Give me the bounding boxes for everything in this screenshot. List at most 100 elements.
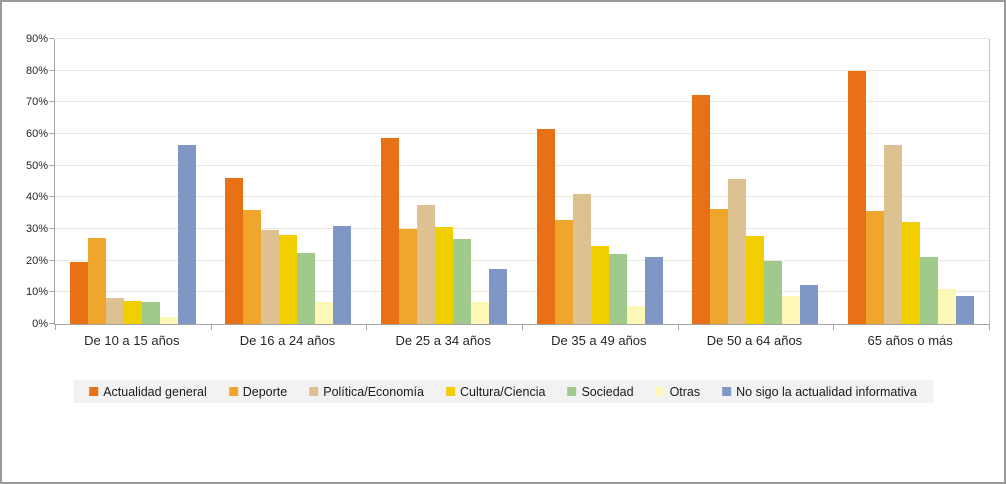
- gridline: [55, 69, 989, 71]
- bar: [453, 238, 472, 324]
- legend-swatch-icon: [567, 387, 577, 396]
- legend-item: Cultura/Ciencia: [445, 384, 546, 399]
- legend-item: Deporte: [228, 385, 287, 399]
- bar-group: [366, 39, 522, 324]
- bar: [69, 261, 88, 324]
- bar: [554, 219, 573, 324]
- bar: [572, 193, 591, 324]
- x-axis-tick: [522, 325, 523, 330]
- bar: [159, 316, 178, 324]
- legend-item: Política/Economía: [309, 385, 424, 399]
- gridline: [55, 259, 989, 261]
- bar: [710, 209, 729, 324]
- gridline: [55, 291, 989, 293]
- bar: [746, 236, 765, 324]
- bar-block: [225, 178, 352, 324]
- bar: [243, 210, 262, 324]
- bar: [315, 301, 334, 324]
- x-axis-tick: [989, 325, 990, 330]
- bar-group: [211, 39, 367, 324]
- x-axis-category-label: De 35 a 49 años: [551, 333, 647, 348]
- legend-label: No sigo la actualidad informativa: [736, 384, 917, 399]
- y-axis-tick: [49, 196, 54, 198]
- bar: [848, 70, 867, 324]
- y-axis-tick: [49, 164, 54, 166]
- plot-area: [49, 38, 990, 330]
- bar: [279, 235, 298, 324]
- x-axis-tick: [833, 325, 835, 330]
- bar: [105, 298, 124, 324]
- x-axis-tick: [55, 325, 56, 330]
- bar: [399, 229, 418, 324]
- bar: [177, 144, 196, 324]
- y-axis-tick-label: 0%: [32, 318, 48, 330]
- bar: [866, 210, 885, 324]
- bar: [471, 302, 490, 324]
- y-axis-tick-label: 80%: [25, 64, 48, 77]
- legend-swatch-icon: [445, 387, 455, 396]
- legend-swatch-icon: [228, 387, 238, 396]
- bar: [920, 256, 939, 324]
- gridline: [55, 101, 989, 103]
- gridline: [55, 196, 989, 198]
- bar: [728, 178, 747, 324]
- y-axis-tick: [49, 38, 54, 39]
- y-axis-tick: [49, 133, 54, 134]
- bar-block: [848, 70, 975, 324]
- bar: [764, 260, 783, 324]
- legend-swatch-icon: [722, 387, 732, 396]
- bar: [417, 204, 436, 324]
- bar: [297, 253, 316, 324]
- bar: [902, 221, 921, 324]
- bar-group: [678, 39, 834, 324]
- bar: [381, 138, 400, 324]
- x-axis-category-label: De 16 a 24 años: [239, 333, 336, 348]
- legend-item: Sociedad: [567, 385, 634, 399]
- y-axis-tick: [49, 291, 54, 293]
- legend-item: Actualidad general: [89, 385, 207, 399]
- y-axis-tick-label: 60%: [25, 128, 48, 140]
- gridline: [55, 228, 989, 229]
- legend-item: No sigo la actualidad informativa: [722, 385, 917, 399]
- x-axis-category-label: De 50 a 64 años: [706, 333, 803, 348]
- y-axis-tick: [49, 101, 54, 103]
- bar: [608, 254, 627, 324]
- y-axis-tick-label: 40%: [25, 191, 48, 204]
- y-axis-tick: [49, 259, 54, 261]
- bar: [87, 237, 106, 324]
- x-axis-category-label: 65 años o más: [867, 333, 953, 348]
- y-axis-tick-label: 20%: [25, 254, 48, 267]
- bar: [261, 230, 280, 324]
- bar-block: [536, 128, 663, 324]
- bar: [141, 301, 160, 324]
- y-axis-tick: [49, 228, 54, 229]
- gridline: [55, 133, 989, 134]
- bar: [692, 94, 711, 324]
- legend-swatch-icon: [89, 387, 99, 396]
- legend: Actualidad general Deporte Política/Econom…: [73, 380, 933, 403]
- x-axis-tick: [210, 325, 212, 330]
- y-axis-tick: [49, 69, 54, 71]
- bar: [123, 301, 142, 324]
- bar: [884, 145, 903, 324]
- bar: [644, 256, 663, 324]
- x-axis-tick: [366, 325, 368, 330]
- legend-item: Otras: [655, 385, 700, 399]
- bar-block: [692, 94, 819, 324]
- bar: [626, 305, 645, 324]
- bar: [938, 288, 957, 324]
- legend-label: Política/Economía: [323, 384, 424, 399]
- bar: [800, 284, 819, 324]
- bar-group: [522, 39, 678, 324]
- legend-swatch-icon: [655, 387, 665, 396]
- bar-block: [69, 144, 196, 324]
- legend-label: Actualidad general: [103, 384, 207, 399]
- bar-block: [381, 138, 508, 324]
- y-axis-tick-label: 30%: [25, 223, 48, 235]
- bar: [590, 246, 609, 324]
- bar-group: [55, 39, 211, 324]
- legend-label: Cultura/Ciencia: [459, 384, 546, 399]
- bar: [333, 226, 352, 324]
- y-axis-tick-label: 50%: [25, 159, 48, 172]
